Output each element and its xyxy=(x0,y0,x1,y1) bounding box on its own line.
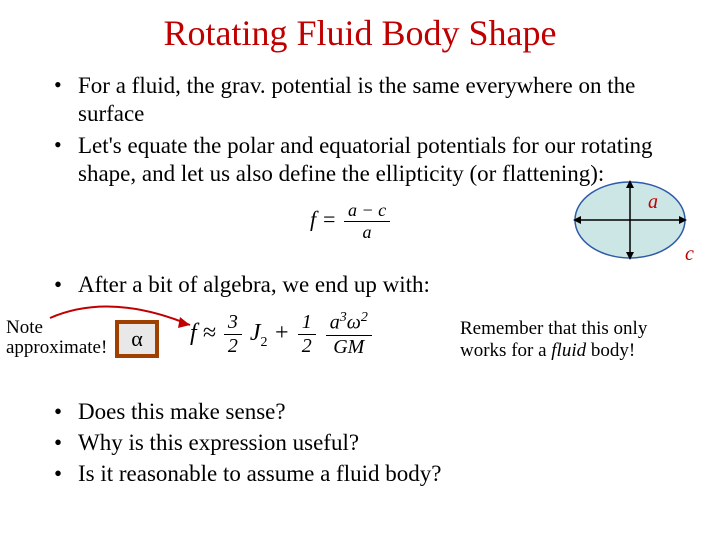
remember-tail: body! xyxy=(586,340,635,361)
note-line1: Note xyxy=(6,317,43,338)
ellipse-label-a: a xyxy=(648,191,658,213)
bullet-fluid-potential: For a fluid, the grav. potential is the … xyxy=(60,72,680,128)
ellipse-label-c: c xyxy=(685,243,694,265)
question-list: Does this make sense? Why is this expres… xyxy=(60,396,441,489)
eq-frac3-den: GM xyxy=(326,336,372,359)
note-approximate: Note approximate! xyxy=(6,318,107,358)
eq-f-denominator: a xyxy=(344,222,390,243)
alpha-box: α xyxy=(115,320,159,358)
equation-flattening: f = a − c a xyxy=(310,200,390,243)
page-title: Rotating Fluid Body Shape xyxy=(0,0,720,54)
bullet-after-algebra: After a bit of algebra, we end up with: xyxy=(60,272,430,298)
eq-main-f: f ≈ xyxy=(190,320,216,346)
remember-note: Remember that this only works for a flui… xyxy=(460,318,690,362)
eq-plus: + xyxy=(274,320,296,346)
question-useful: Why is this expression useful? xyxy=(60,427,441,458)
note-line2: approximate! xyxy=(6,337,107,358)
question-sense: Does this make sense? xyxy=(60,396,441,427)
eq-frac3-num: a3ω2 xyxy=(326,310,372,336)
ellipse-diagram: a c xyxy=(570,175,700,285)
remember-fluid: fluid xyxy=(551,340,586,361)
eq-frac1-num: 3 xyxy=(224,311,242,335)
ellipse-svg: a c xyxy=(570,175,700,285)
eq-frac2-den: 2 xyxy=(298,335,316,358)
eq-frac2-num: 1 xyxy=(298,311,316,335)
question-reasonable: Is it reasonable to assume a fluid body? xyxy=(60,458,441,489)
after-algebra-line: After a bit of algebra, we end up with: xyxy=(60,272,430,298)
eq-f-numerator: a − c xyxy=(344,200,390,222)
arrow-head-icon xyxy=(178,317,190,328)
equation-main: f ≈ 3 2 J2 + 1 2 a3ω2 GM xyxy=(190,310,374,359)
eq-f-lhs: f = xyxy=(310,207,336,232)
eq-frac1-den: 2 xyxy=(224,335,242,358)
eq-J2: J2 xyxy=(250,320,268,346)
top-bullet-list: For a fluid, the grav. potential is the … xyxy=(0,54,720,188)
